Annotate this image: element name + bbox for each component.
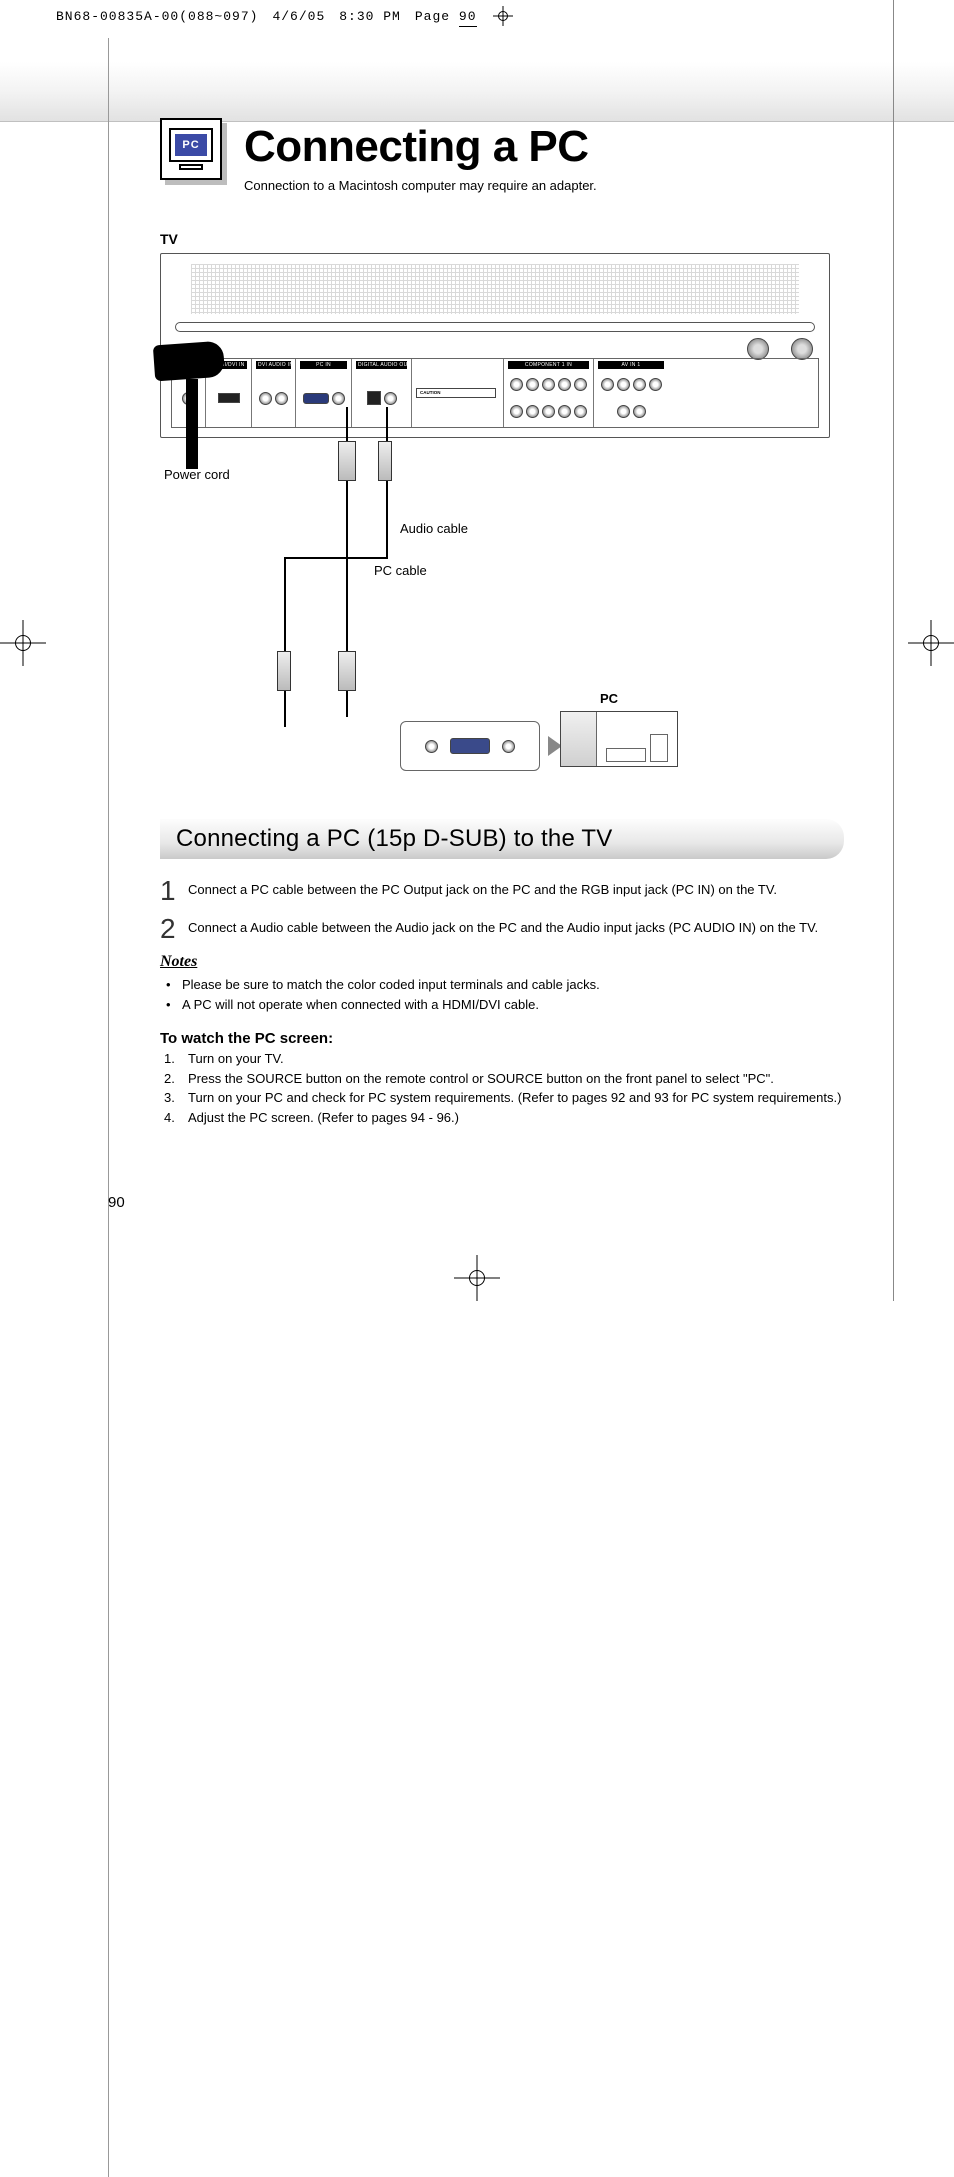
power-cord-icon — [186, 379, 198, 469]
registration-mark-right-icon — [908, 620, 954, 666]
tv-slot — [175, 322, 815, 332]
port-av: AV IN 1 — [598, 361, 664, 369]
notes-list: Please be sure to match the color coded … — [160, 975, 844, 1014]
antenna-connectors — [747, 338, 813, 360]
pc-icon-label: PC — [175, 134, 207, 156]
port-dvi-audio: DVI AUDIO IN — [256, 361, 291, 369]
vga-connector-bottom-icon — [338, 651, 356, 691]
page-title: Connecting a PC — [244, 122, 597, 172]
tv-vent — [191, 264, 799, 314]
ant-b-icon — [791, 338, 813, 360]
vga-connector-top-icon — [338, 441, 356, 481]
vga-out-port-icon — [450, 738, 490, 754]
note-item: A PC will not operate when connected wit… — [160, 995, 844, 1015]
registration-mark-left-icon — [0, 620, 46, 666]
tv-rear-panel: SERVICE ONLY HDMI/DVI IN DVI AUDIO IN PC… — [160, 253, 830, 438]
audio-out-jack-icon — [425, 740, 438, 753]
watch-title: To watch the PC screen: — [160, 1030, 844, 1047]
section-heading: Connecting a PC (15p D-SUB) to the TV — [160, 819, 844, 859]
power-cord-label: Power cord — [164, 467, 230, 482]
caution-box: CAUTION — [416, 388, 496, 399]
print-header: BN68-00835A-00(088~097) 4/6/05 8:30 PM P… — [0, 0, 954, 26]
step-1: 1 Connect a PC cable between the PC Outp… — [160, 877, 844, 905]
notes-title: Notes — [160, 953, 844, 971]
page-subtitle: Connection to a Macintosh computer may r… — [244, 178, 597, 193]
step-2-number: 2 — [160, 915, 178, 943]
doc-date: 4/6/05 — [272, 9, 325, 24]
doc-id: BN68-00835A-00(088~097) — [56, 9, 258, 24]
watch-item: 1.Turn on your TV. — [160, 1049, 844, 1069]
step-1-number: 1 — [160, 877, 178, 905]
step-1-text: Connect a PC cable between the PC Output… — [188, 877, 777, 899]
note-item: Please be sure to match the color coded … — [160, 975, 844, 995]
ant-a-icon — [747, 338, 769, 360]
pc-cable-label: PC cable — [374, 563, 427, 578]
audio-cable-line — [386, 407, 388, 557]
caution-title: CAUTION — [420, 390, 441, 395]
page-in-header: 90 — [459, 9, 477, 27]
pc-badge-icon: PC — [160, 118, 222, 180]
audio-cable-label: Audio cable — [400, 521, 468, 536]
watch-list: 1.Turn on your TV. 2.Press the SOURCE bu… — [160, 1049, 844, 1127]
page-label: Page 90 — [415, 9, 477, 24]
pc-unit-icon — [560, 711, 678, 767]
pc-cable-line — [346, 407, 348, 557]
aux-jack-icon — [502, 740, 515, 753]
step-2-text: Connect a Audio cable between the Audio … — [188, 915, 818, 937]
power-plug-icon — [153, 341, 225, 382]
steps-list: 1 Connect a PC cable between the PC Outp… — [160, 877, 844, 943]
tv-label: TV — [160, 231, 844, 247]
left-margin-rule — [108, 38, 109, 2177]
port-component: COMPONENT 1 IN — [508, 361, 589, 369]
port-digital-audio: DIGITAL AUDIO OUT — [356, 361, 407, 369]
port-pc-in: PC IN — [300, 361, 347, 369]
pc-output-card — [400, 721, 540, 771]
page-number: 90 — [108, 1194, 125, 1211]
port-panel: SERVICE ONLY HDMI/DVI IN DVI AUDIO IN PC… — [171, 358, 819, 428]
watch-item: 3.Turn on your PC and check for PC syste… — [160, 1088, 844, 1108]
audio-connector-top-icon — [378, 441, 392, 481]
title-row: PC Connecting a PC Connection to a Macin… — [160, 118, 844, 193]
watch-item: 4.Adjust the PC screen. (Refer to pages … — [160, 1108, 844, 1128]
registration-mark-icon — [493, 6, 513, 26]
connection-diagram: TV SERVICE ONLY HDMI/DVI IN DVI AUDIO IN — [160, 231, 844, 801]
pc-label: PC — [600, 691, 618, 706]
doc-time: 8:30 PM — [339, 9, 401, 24]
page-header-band — [0, 62, 954, 122]
dsub-port-icon — [303, 393, 329, 404]
watch-item: 2.Press the SOURCE button on the remote … — [160, 1069, 844, 1089]
step-2: 2 Connect a Audio cable between the Audi… — [160, 915, 844, 943]
audio-connector-bottom-icon — [277, 651, 291, 691]
registration-mark-bottom-icon — [454, 1255, 500, 1301]
